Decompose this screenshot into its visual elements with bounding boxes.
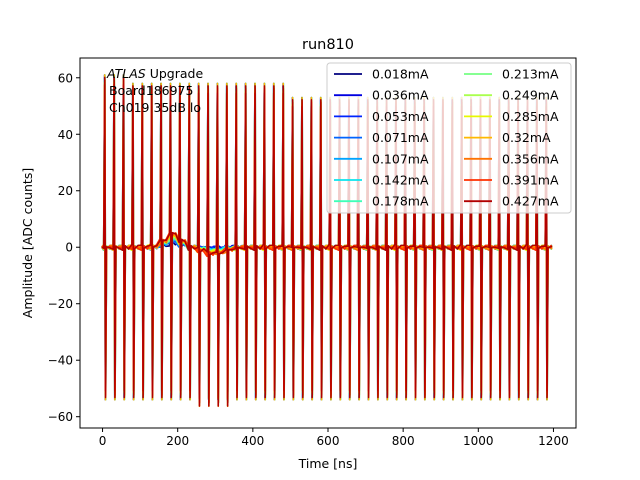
- chart-title: run810: [302, 37, 354, 53]
- legend-label: 0.356mA: [502, 151, 559, 166]
- y-tick-label: −20: [48, 297, 73, 311]
- legend-label: 0.391mA: [502, 173, 559, 188]
- legend-label: 0.107mA: [372, 151, 429, 166]
- series-line-0.427mA: [101, 76, 553, 407]
- y-axis: −60 −40 −20 0 20 40 60: [48, 71, 80, 424]
- x-axis-label: Time [ns]: [298, 456, 358, 471]
- annotation-atlas-rest: Upgrade: [146, 66, 204, 81]
- legend-box: [326, 62, 572, 214]
- y-tick-label: 40: [58, 128, 73, 142]
- y-axis-label: Amplitude [ADC counts]: [20, 168, 35, 318]
- x-tick-label: 1200: [538, 434, 569, 448]
- legend: 0.018mA 0.036mA 0.053mA 0.071mA 0.107mA 0.142…: [326, 62, 572, 214]
- legend-label: 0.249mA: [502, 88, 559, 103]
- annotation-channel: Ch019 35dB lo: [109, 100, 201, 115]
- annotation-layer: ATLAS Upgrade Board186975 Ch019 35dB lo: [106, 66, 203, 115]
- x-tick-label: 200: [166, 434, 189, 448]
- legend-label: 0.213mA: [502, 67, 559, 82]
- plot-area: 0.018mA 0.036mA 0.053mA 0.071mA 0.107mA 0.142…: [79, 57, 577, 429]
- y-tick-label: −40: [48, 354, 73, 368]
- x-tick-label: 0: [99, 434, 107, 448]
- legend-label: 0.285mA: [502, 109, 559, 124]
- series-layer: [101, 74, 553, 408]
- y-tick-label: 0: [65, 241, 73, 255]
- legend-label: 0.178mA: [372, 194, 429, 209]
- legend-label: 0.071mA: [372, 130, 429, 145]
- annotation-board: Board186975: [109, 83, 193, 98]
- legend-label: 0.32mA: [502, 130, 551, 145]
- x-tick-label: 1000: [463, 434, 494, 448]
- x-tick-label: 400: [241, 434, 264, 448]
- legend-label: 0.053mA: [372, 109, 429, 124]
- x-tick-label: 600: [317, 434, 340, 448]
- legend-label: 0.427mA: [502, 194, 559, 209]
- x-tick-label: 800: [392, 434, 415, 448]
- legend-label: 0.036mA: [372, 88, 429, 103]
- legend-label: 0.018mA: [372, 67, 429, 82]
- annotation-atlas-italic: ATLAS: [106, 66, 146, 81]
- x-axis: 0 200 400 600 800 1000 1200: [99, 428, 569, 448]
- y-tick-label: −60: [48, 410, 73, 424]
- y-tick-label: 60: [58, 71, 73, 85]
- y-tick-label: 20: [58, 184, 73, 198]
- annotation-atlas: ATLAS Upgrade: [106, 66, 203, 81]
- legend-label: 0.142mA: [372, 173, 429, 188]
